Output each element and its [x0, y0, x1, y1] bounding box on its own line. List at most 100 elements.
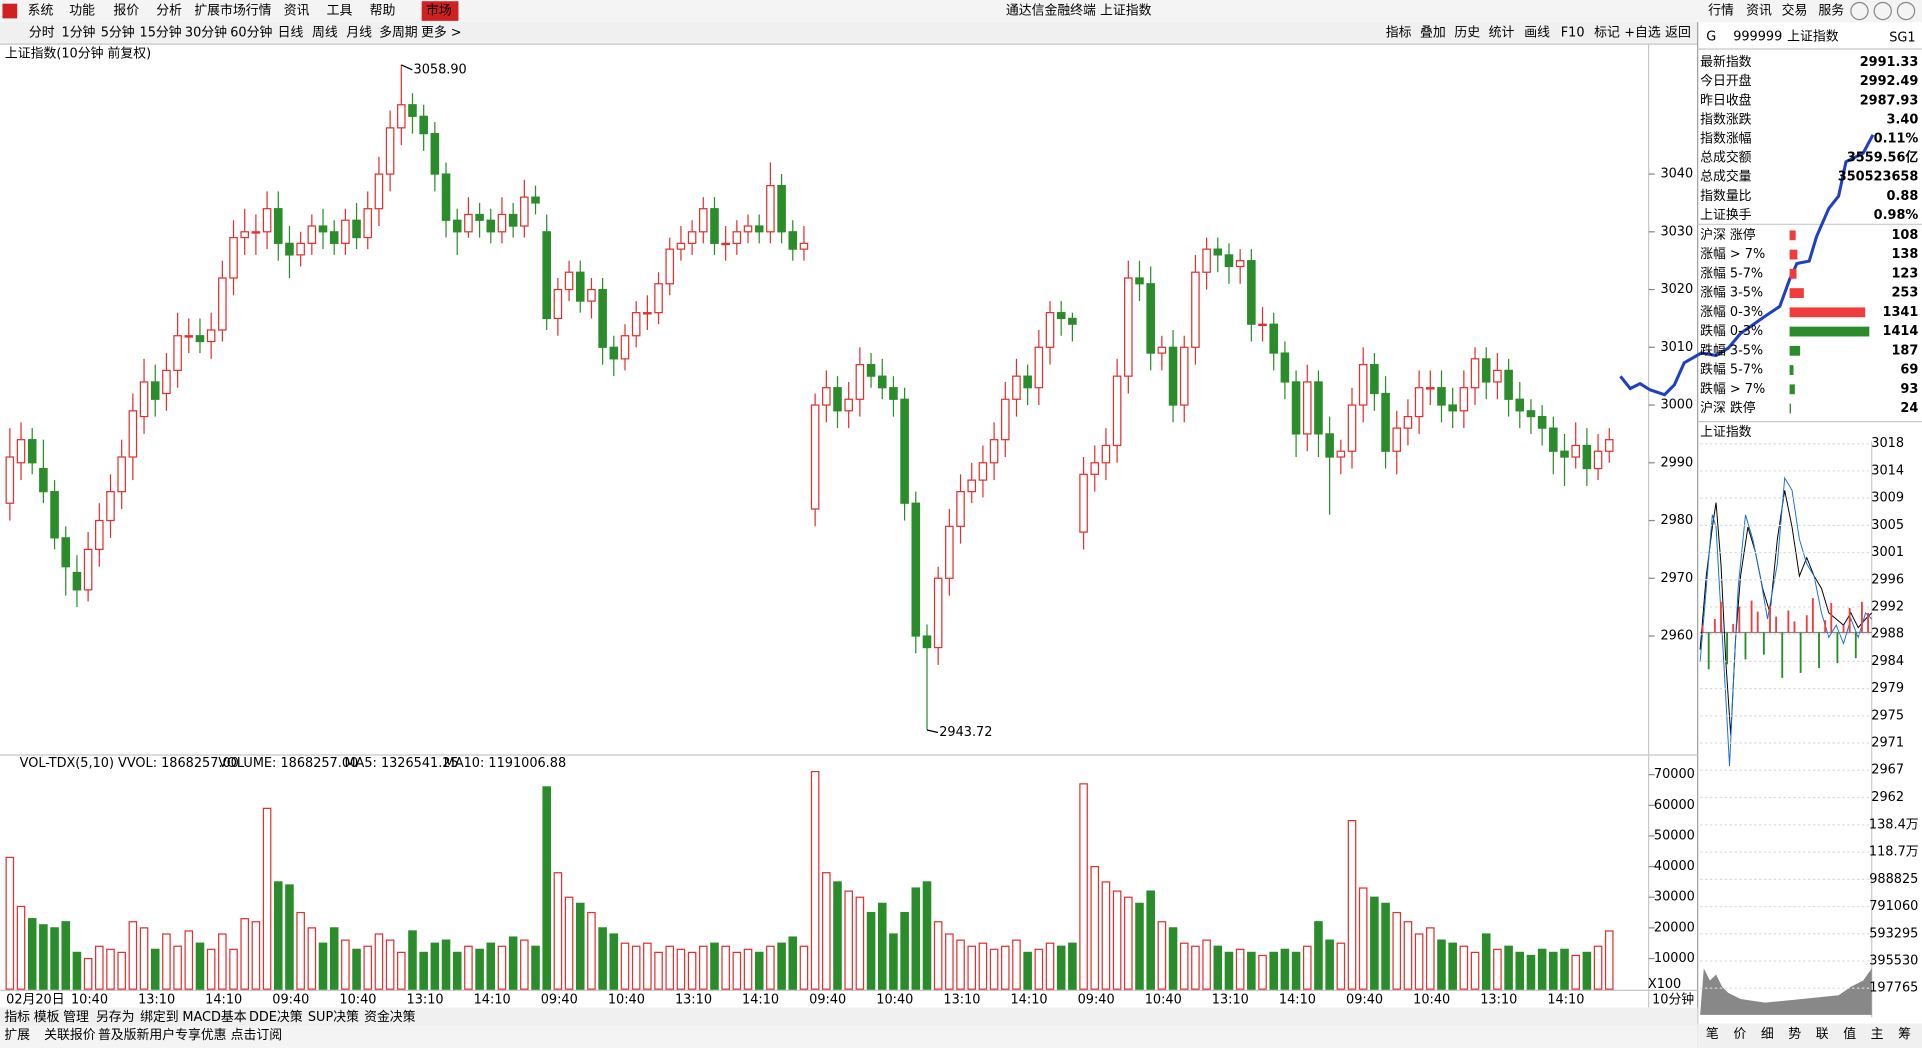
tool-button[interactable]: 标记	[1594, 26, 1620, 41]
tool-button[interactable]: 画线	[1524, 26, 1550, 41]
win-btn[interactable]	[1896, 1, 1916, 21]
y-tick-label: 60000	[1654, 798, 1695, 813]
breadth-label: 涨幅 > 7%	[1700, 247, 1765, 262]
top-button[interactable]: 行情	[1708, 4, 1734, 19]
tool-button[interactable]: 指标	[1386, 26, 1412, 41]
win-btn[interactable]	[1873, 1, 1892, 21]
volume-bar	[1135, 902, 1144, 990]
candle-body	[508, 213, 518, 227]
candle-body	[497, 213, 507, 233]
candle-body	[1291, 381, 1301, 435]
period-tab[interactable]: 日线	[278, 26, 304, 41]
status-item[interactable]: 普及版新用户专享优惠 点击订阅	[98, 1027, 282, 1043]
menu-item[interactable]: 分析	[156, 4, 182, 19]
top-button[interactable]: 服务	[1818, 3, 1844, 19]
top-button[interactable]: 交易	[1782, 3, 1808, 19]
volume-bar	[922, 881, 932, 990]
candle-body	[1560, 450, 1569, 458]
tool-button[interactable]: F10	[1561, 26, 1585, 41]
volume-bar	[1515, 951, 1525, 990]
volume-bar	[1258, 954, 1267, 990]
minute-tick-label: 2975	[1871, 708, 1904, 723]
side-tab[interactable]: 筹	[1898, 1026, 1911, 1042]
x-tick-label: 10:40	[339, 993, 376, 1008]
volume-bar	[1045, 942, 1055, 990]
breadth-value: 187	[1891, 343, 1918, 358]
side-tab[interactable]: 联	[1816, 1027, 1829, 1042]
status-item[interactable]: 关联报价	[44, 1028, 96, 1043]
period-tab[interactable]: 周线	[312, 26, 338, 41]
volume-bar	[1247, 951, 1256, 990]
menu-item[interactable]: 工具	[327, 4, 353, 19]
bottom-tab[interactable]: MACD基本	[182, 1010, 246, 1025]
bottom-tab[interactable]: 指标	[4, 1010, 30, 1025]
side-tab[interactable]: 笔	[1706, 1026, 1719, 1042]
period-tab[interactable]: 分时	[29, 26, 55, 41]
volume-bar	[564, 896, 574, 990]
candle-body	[27, 439, 37, 464]
tool-button[interactable]: 历史	[1454, 26, 1480, 41]
bottom-tab[interactable]: 模板	[34, 1010, 60, 1025]
candle-body	[743, 225, 753, 233]
y-tick-label: 3030	[1660, 224, 1693, 239]
period-tab[interactable]: 1分钟	[62, 25, 96, 41]
bottom-tab[interactable]: 绑定到	[140, 1010, 179, 1025]
period-tab[interactable]: 月线	[346, 26, 372, 41]
period-tab[interactable]: 更多 >	[421, 26, 462, 41]
bottom-tab[interactable]: DDE决策	[249, 1009, 303, 1025]
side-tab[interactable]: 细	[1761, 1027, 1774, 1042]
y-tick-label: 2960	[1660, 629, 1693, 644]
side-tab[interactable]: 势	[1788, 1026, 1801, 1042]
candle-body	[408, 104, 417, 117]
candle-body	[419, 115, 428, 135]
volume-bar	[777, 942, 786, 990]
candle-body	[441, 173, 451, 221]
menu-item[interactable]: 功能	[69, 4, 95, 19]
bottom-tab[interactable]: 资金决策	[364, 1009, 416, 1025]
volume-bar	[1124, 896, 1133, 990]
side-tab[interactable]: 主	[1871, 1027, 1884, 1042]
menu-item[interactable]: 帮助	[370, 4, 396, 19]
period-tab[interactable]: 60分钟	[230, 25, 272, 41]
menu-item[interactable]: 资讯	[284, 4, 310, 19]
period-tab[interactable]: 多周期	[379, 26, 418, 41]
menu-item[interactable]: 报价	[113, 4, 139, 19]
win-btn[interactable]	[1850, 1, 1869, 21]
volume-bar	[1370, 896, 1379, 990]
volume-bar	[520, 939, 529, 990]
tool-button[interactable]: 返回	[1665, 26, 1691, 41]
volume-bar	[251, 921, 261, 990]
candle-body	[218, 277, 227, 331]
tool-button[interactable]: 叠加	[1420, 26, 1446, 41]
breadth-bar	[1789, 403, 1791, 414]
side-tab[interactable]: 价	[1733, 1027, 1746, 1042]
candle-body	[799, 242, 809, 250]
candle-body	[106, 491, 115, 522]
tool-button[interactable]: 统计	[1489, 26, 1515, 41]
candle-body	[989, 439, 999, 464]
quote-label: 指数涨跌	[1700, 111, 1752, 127]
period-tab[interactable]: 30分钟	[185, 25, 227, 41]
candle-body	[1549, 427, 1558, 452]
breadth-label: 沪深 跌停	[1700, 400, 1756, 416]
volume-bar	[1604, 930, 1614, 990]
top-button[interactable]: 资讯	[1746, 4, 1772, 19]
x-tick-label: 09:40	[1078, 993, 1115, 1008]
x-tick-label: 14:10	[474, 993, 511, 1008]
bottom-tab[interactable]: 管理	[63, 1010, 89, 1025]
quote-value: 2991.33	[1860, 55, 1919, 70]
x-tick-label: 10:40	[1413, 993, 1450, 1008]
menu-item[interactable]: 市场	[426, 3, 452, 19]
minute-tick-label: 3005	[1871, 518, 1904, 533]
period-tab[interactable]: 15分钟	[140, 25, 182, 41]
period-tab[interactable]: 5分钟	[101, 25, 135, 41]
bottom-tab[interactable]: 另存为	[96, 1010, 135, 1025]
side-tab[interactable]: 值	[1843, 1026, 1856, 1042]
y-tick-label: 20000	[1654, 920, 1695, 935]
candle-body	[1235, 260, 1245, 268]
menu-item[interactable]: 扩展市场行情	[194, 3, 271, 19]
menu-item[interactable]: 系统	[28, 4, 54, 19]
bottom-tab[interactable]: SUP决策	[308, 1009, 359, 1025]
tool-button[interactable]: +自选	[1624, 26, 1661, 41]
status-item[interactable]: 扩展	[4, 1028, 30, 1043]
